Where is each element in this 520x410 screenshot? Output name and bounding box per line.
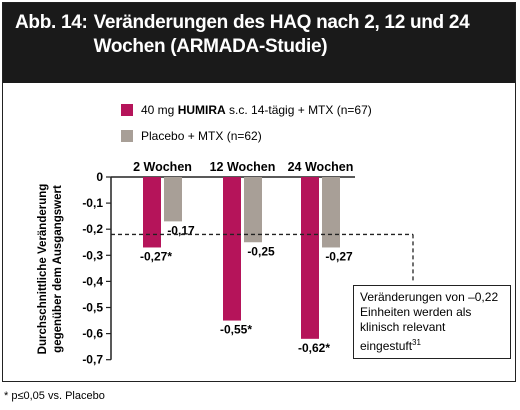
y-tick-label: -0,2 xyxy=(82,222,103,236)
legend-label-suffix: s.c. 14-tägig + MTX (n=67) xyxy=(225,103,372,117)
figure-number: Abb. 14: xyxy=(15,12,88,33)
category-label: 2 Wochen xyxy=(133,160,192,174)
bar-placebo xyxy=(164,177,182,222)
data-label: -0,27* xyxy=(140,249,172,263)
title-bar: Abb. 14: Veränderungen des HAQ nach 2, 1… xyxy=(3,3,515,83)
bar-humira xyxy=(301,177,319,339)
category-label: 12 Wochen xyxy=(210,160,276,174)
legend-label-placebo: Placebo + MTX (n=62) xyxy=(141,129,262,143)
legend-item-placebo: Placebo + MTX (n=62) xyxy=(121,125,372,147)
legend-item-humira: 40 mg HUMIRA s.c. 14-tägig + MTX (n=67) xyxy=(121,99,372,121)
legend-label-prefix: 40 mg xyxy=(141,103,178,117)
data-label: -0,62* xyxy=(298,341,330,355)
bar-placebo xyxy=(322,177,340,248)
bar-chart: 0 -0,1 -0,2 -0,3 -0,4 -0,5 -0,6 -0,7 2 Wochen -0,… xyxy=(82,160,414,367)
bar-humira xyxy=(223,177,241,321)
legend-label-brand: HUMIRA xyxy=(177,103,226,117)
chart-title: Veränderungen des HAQ nach 2, 12 und 24 … xyxy=(93,12,470,57)
y-tick-label: -0,1 xyxy=(82,196,103,210)
y-tick-label: -0,3 xyxy=(82,248,103,262)
data-label: -0,55* xyxy=(220,323,252,337)
y-tick-label: -0,7 xyxy=(82,353,103,367)
y-tick-label: -0,6 xyxy=(82,327,103,341)
legend: 40 mg HUMIRA s.c. 14-tägig + MTX (n=67) … xyxy=(121,99,372,151)
data-label: -0,17 xyxy=(167,223,195,237)
data-label: -0,25 xyxy=(247,244,275,258)
note-text: Veränderungen von –0,22 Einheiten werden… xyxy=(360,290,499,353)
footnote: * p≤0,05 vs. Placebo xyxy=(4,390,105,402)
y-tick-label: -0,5 xyxy=(82,301,103,315)
y-tick-label: -0,4 xyxy=(82,274,103,288)
bar-placebo xyxy=(244,177,262,243)
y-tick-label: 0 xyxy=(96,170,103,184)
data-label: -0,27 xyxy=(325,249,353,263)
legend-swatch-humira xyxy=(121,104,133,116)
bar-humira xyxy=(143,177,161,248)
clinical-relevance-note: Veränderungen von –0,22 Einheiten werden… xyxy=(353,285,511,359)
figure: Abb. 14: Veränderungen des HAQ nach 2, 1… xyxy=(2,2,516,382)
note-superscript: 31 xyxy=(412,338,421,347)
category-label: 24 Wochen xyxy=(288,160,354,174)
legend-swatch-placebo xyxy=(121,130,133,142)
